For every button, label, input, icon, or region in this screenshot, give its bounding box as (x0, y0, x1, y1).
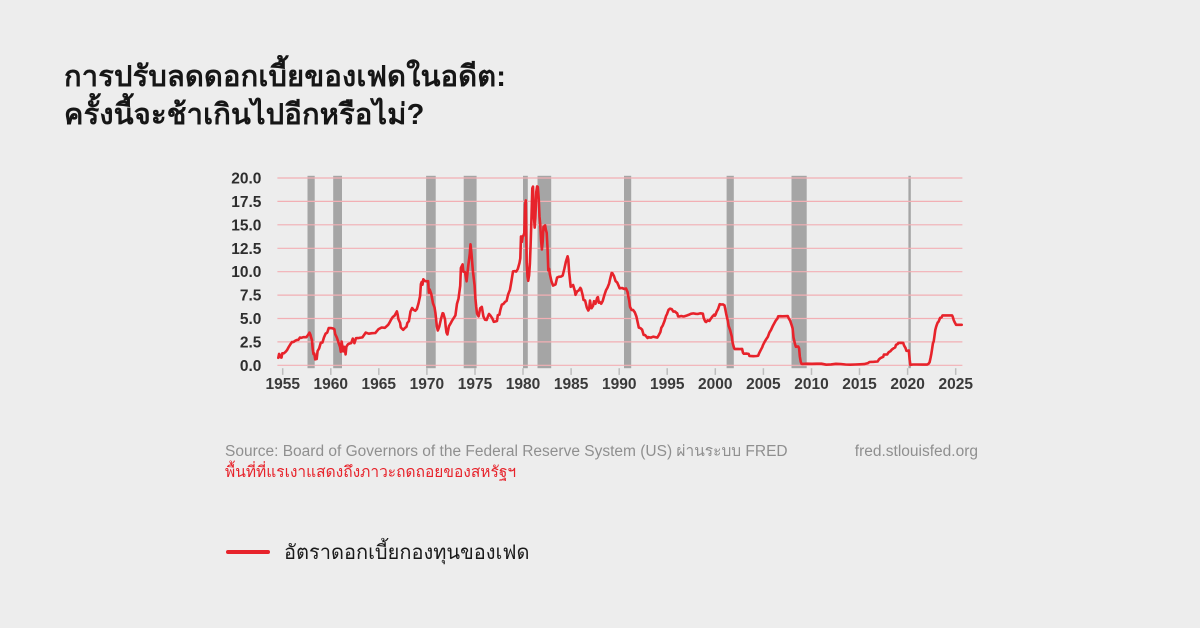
x-tick-label: 2000 (698, 376, 732, 393)
x-tick-label: 2005 (746, 376, 781, 393)
x-tick-label: 1970 (410, 376, 444, 393)
page-title-line1: การปรับลดดอกเบี้ยของเฟดในอดีต: (64, 61, 507, 93)
x-tick-label: 2025 (938, 376, 973, 393)
recession-shading-note: พื้นที่ที่แรเงาแสดงถึงภาวะถดถอยของสหรัฐฯ (225, 464, 517, 481)
y-tick-label: 7.5 (240, 288, 262, 305)
x-tick-label: 1990 (602, 376, 636, 393)
x-tick-label: 1985 (554, 376, 589, 393)
source-row: Source: Board of Governors of the Federa… (225, 438, 978, 463)
y-tick-label: 20.0 (231, 171, 261, 188)
y-tick-label: 17.5 (231, 194, 262, 211)
source-text: Source: Board of Governors of the Federa… (225, 443, 788, 460)
x-tick-label: 2010 (794, 376, 828, 393)
legend-line-swatch (226, 550, 270, 554)
x-tick-label: 1965 (362, 376, 397, 393)
x-tick-label: 1995 (650, 376, 685, 393)
y-tick-label: 0.0 (240, 358, 262, 375)
x-tick-label: 1960 (314, 376, 348, 393)
page-title-line2: ครั้งนี้จะช้าเกินไปอีกหรือไม่? (64, 99, 425, 131)
x-tick-label: 2015 (842, 376, 877, 393)
x-tick-label: 1955 (265, 376, 300, 393)
x-tick-label: 2020 (890, 376, 924, 393)
x-tick-label: 1975 (458, 376, 493, 393)
y-tick-label: 10.0 (231, 264, 261, 281)
fed-funds-rate-line (277, 185, 963, 367)
y-tick-label: 12.5 (231, 241, 262, 258)
chart-legend: อัตราดอกเบี้ยกองทุนของเฟด (226, 538, 530, 566)
y-tick-label: 5.0 (240, 311, 262, 328)
legend-label: อัตราดอกเบี้ยกองทุนของเฟด (284, 542, 530, 564)
x-tick-label: 1980 (506, 376, 540, 393)
source-site-url: fred.stlouisfed.org (854, 443, 978, 460)
y-tick-label: 15.0 (231, 217, 261, 234)
y-tick-label: 2.5 (240, 334, 262, 351)
page-title: การปรับลดดอกเบี้ยของเฟดในอดีต: ครั้งนี้จ… (64, 58, 506, 134)
